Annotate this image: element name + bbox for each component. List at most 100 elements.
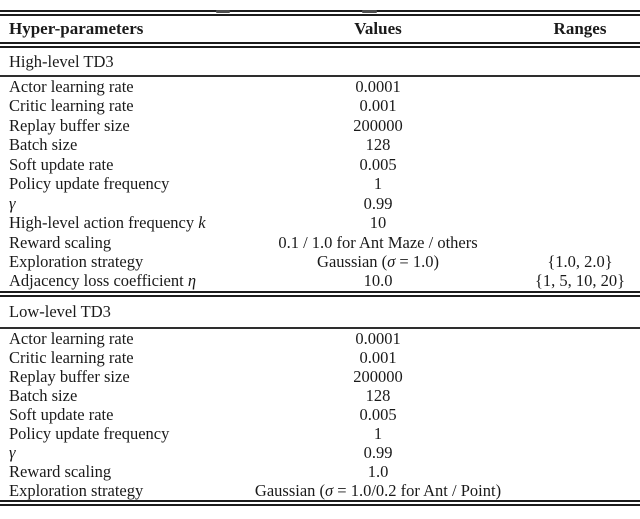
column-header-ranges: Ranges <box>553 19 607 38</box>
section-title: High-level TD3 <box>9 52 114 71</box>
cell-parameter-name: Soft update rate <box>9 404 114 424</box>
cell-value: 0.005 <box>359 154 397 174</box>
cell-value: Gaussian (σ = 1.0) <box>317 251 439 271</box>
cell-range <box>506 367 640 386</box>
cell-parameter-name: Adjacency loss coefficient η <box>9 271 197 291</box>
cell-range <box>506 348 640 367</box>
cell-parameter-name: Batch size <box>9 385 78 405</box>
cell-value: 200000 <box>353 366 403 386</box>
cell-value: 0.001 <box>359 347 397 367</box>
math-symbol: γ <box>9 442 16 462</box>
cell-range <box>506 386 640 405</box>
table-row: Reward scaling 1.0 <box>0 462 640 481</box>
cell-parameter-name: Reward scaling <box>9 461 112 481</box>
cell-parameter-name: Critic learning rate <box>9 96 134 116</box>
cell-value: 200000 <box>353 115 403 135</box>
cell-value: 0.1 / 1.0 for Ant Maze / others <box>278 232 478 252</box>
cell-parameter-name: Replay buffer size <box>9 115 130 135</box>
column-header-values: Values <box>354 19 402 38</box>
cell-parameter-name: γ <box>0 194 250 213</box>
section-title: Low-level TD3 <box>9 301 111 321</box>
cell-parameter-name: Replay buffer size <box>9 366 130 386</box>
paper-page: { "table": { "columns": ["Hyper-paramete… <box>0 10 640 519</box>
table-row: Policy update frequency 1 <box>0 424 640 443</box>
cell-parameter-name: Policy update frequency <box>9 423 170 443</box>
cell-range <box>506 96 640 115</box>
table-row: Soft update rate 0.005 <box>0 155 640 174</box>
table-row: γ 0.99 <box>0 194 640 213</box>
cell-range <box>506 135 640 154</box>
cell-range <box>506 174 640 193</box>
cell-parameter-name: Reward scaling <box>9 232 112 252</box>
table-bottom-rule <box>0 499 640 506</box>
table-row: Adjacency loss coefficient η 10.0 {1, 5, 1… <box>0 271 640 290</box>
section-separator-rule <box>0 290 640 297</box>
cell-range: {1, 5, 10, 20} <box>534 271 626 291</box>
cell-value: 1 <box>373 423 383 443</box>
table-row: Reward scaling 0.1 / 1.0 for Ant Maze / o… <box>0 233 640 252</box>
caption-glyph-fragment <box>216 10 230 13</box>
cell-parameter-name: γ <box>0 443 250 462</box>
cell-range <box>506 194 640 213</box>
cell-range <box>506 213 640 232</box>
cell-value: 0.0001 <box>355 77 401 96</box>
cell-value: 0.001 <box>359 96 397 116</box>
cell-parameter-name: Actor learning rate <box>9 77 134 96</box>
cell-range <box>506 233 640 252</box>
table-row: Critic learning rate 0.001 <box>0 348 640 367</box>
caption-glyph-fragment <box>362 10 377 13</box>
table-row: Replay buffer size 200000 <box>0 367 640 386</box>
cell-range: {1.0, 2.0} <box>547 251 613 271</box>
cell-parameter-name: Actor learning rate <box>9 328 134 348</box>
table-row: Exploration strategy Gaussian (σ = 1.0) {1… <box>0 252 640 271</box>
cell-value: 1 <box>373 174 383 194</box>
table-header-row: Hyper-parameters Values Ranges <box>0 16 640 42</box>
cell-value: 0.0001 <box>355 328 401 348</box>
cell-parameter-name: Critic learning rate <box>9 347 134 367</box>
cell-parameter-name: Batch size <box>9 135 78 155</box>
cell-range <box>506 405 640 424</box>
cell-parameter-name: Exploration strategy <box>9 251 144 271</box>
cell-range <box>506 329 640 348</box>
cell-range <box>506 77 640 96</box>
header-separator-rule <box>0 42 640 48</box>
cell-value: Gaussian (σ = 1.0/0.2 for Ant / Point) <box>254 480 502 500</box>
cell-range <box>506 462 640 481</box>
cell-range <box>506 116 640 135</box>
table-row: High-level action frequency k 10 <box>0 213 640 232</box>
cell-value: 0.99 <box>363 442 393 462</box>
hyperparameter-table: Hyper-parameters Values Ranges High-leve… <box>0 10 640 506</box>
math-symbol: k <box>198 213 206 233</box>
cell-range <box>506 481 640 500</box>
cell-value: 128 <box>365 135 391 155</box>
table-row: Replay buffer size 200000 <box>0 116 640 135</box>
column-header-hyper-parameters: Hyper-parameters <box>9 19 144 38</box>
math-symbol: γ <box>9 193 16 213</box>
section-title-rule <box>0 326 640 329</box>
table-row: Batch size 128 <box>0 386 640 405</box>
table-row: Critic learning rate 0.001 <box>0 96 640 115</box>
table-row: Actor learning rate 0.0001 <box>0 77 640 96</box>
table-row: Batch size 128 <box>0 135 640 154</box>
cell-value: 128 <box>365 385 391 405</box>
table-row: Soft update rate 0.005 <box>0 405 640 424</box>
cell-value: 0.005 <box>359 404 397 424</box>
math-symbol: σ <box>387 251 396 271</box>
table-body: High-level TD3 Actor learning rate 0.0001 C… <box>0 48 640 506</box>
cell-parameter-name: Soft update rate <box>9 154 114 174</box>
math-symbol: η <box>187 271 197 291</box>
cell-range <box>506 155 640 174</box>
table-row: Actor learning rate 0.0001 <box>0 329 640 348</box>
cell-value: 0.99 <box>363 193 393 213</box>
cell-parameter-name: Exploration strategy <box>9 480 144 500</box>
cell-range <box>506 424 640 443</box>
cell-parameter-name: High-level action frequency k <box>9 213 206 233</box>
cell-value: 1.0 <box>367 461 389 481</box>
cell-range <box>506 443 640 462</box>
table-row: Exploration strategy Gaussian (σ = 1.0/0.… <box>0 481 640 500</box>
cell-value: 10 <box>369 213 387 233</box>
math-symbol: σ <box>325 480 334 500</box>
table-row: Policy update frequency 1 <box>0 174 640 193</box>
section-title-rule <box>0 75 640 77</box>
table-top-rule <box>0 10 640 16</box>
